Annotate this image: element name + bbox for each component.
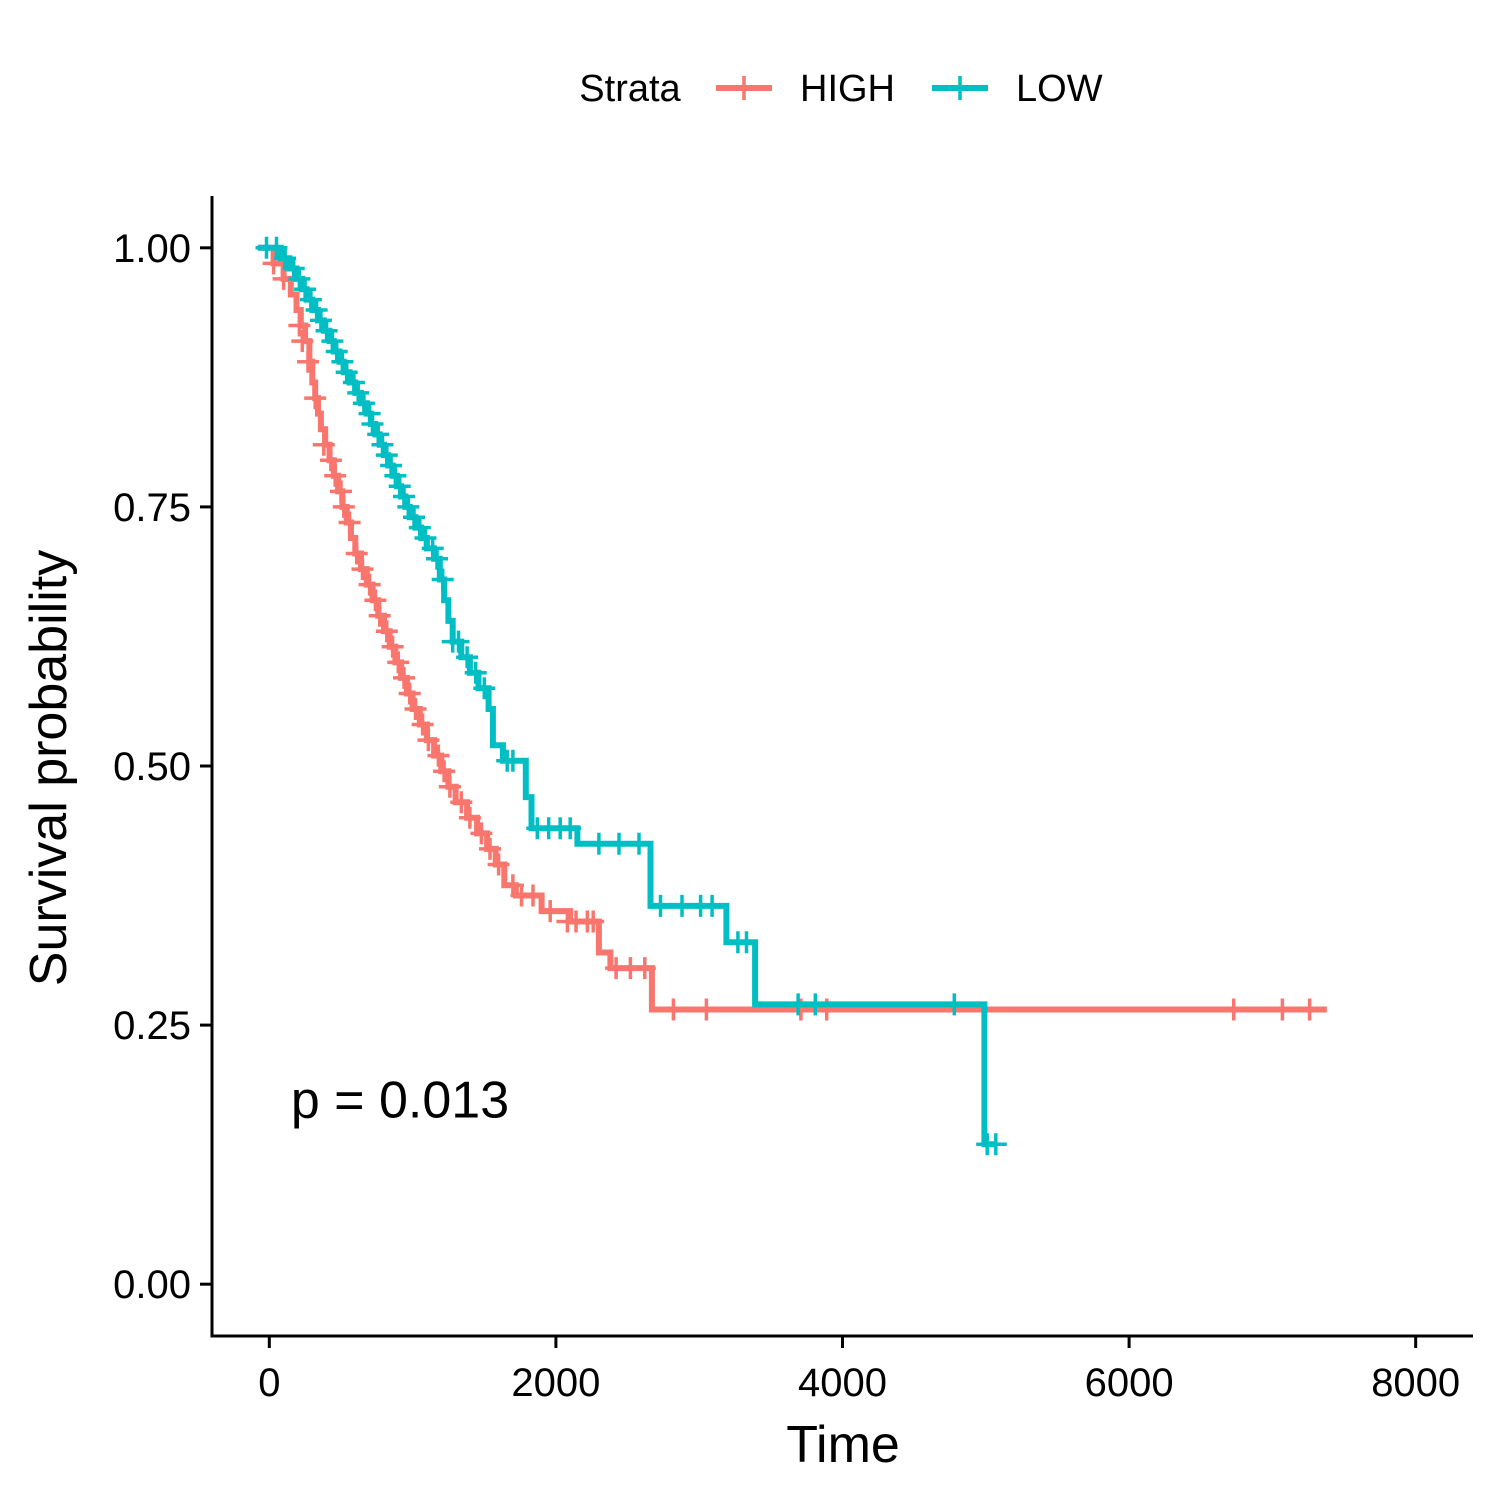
censor-mark-high — [387, 651, 410, 674]
x-tick-label: 4000 — [798, 1361, 887, 1405]
x-tick-label: 6000 — [1085, 1361, 1174, 1405]
censor-mark-low — [559, 817, 582, 840]
censor-mark-high — [381, 635, 404, 658]
y-tick-label: 0.75 — [113, 486, 191, 530]
censor-mark-high — [427, 744, 450, 767]
censor-mark-low — [421, 537, 444, 560]
censor-mark-low — [358, 402, 381, 425]
censor-mark-low — [426, 547, 448, 570]
censor-mark-low — [671, 894, 693, 917]
censor-mark-low — [447, 630, 470, 653]
legend-item-high: HIGH — [716, 68, 895, 110]
legend-title: Strata — [579, 68, 681, 110]
censor-mark-low — [608, 832, 630, 855]
censor-mark-low — [456, 646, 479, 669]
censor-mark-low — [388, 475, 411, 498]
censor-mark-low — [371, 433, 394, 456]
censor-mark-high — [479, 837, 501, 860]
censor-mark-low — [649, 894, 672, 917]
censor-mark-high — [433, 760, 456, 783]
legend-label-high: HIGH — [800, 68, 895, 110]
censor-mark-high — [364, 589, 387, 612]
censor-mark-high — [539, 900, 562, 923]
censor-mark-high — [345, 542, 368, 565]
censor-mark-low — [431, 568, 454, 591]
y-tick-label: 0.00 — [113, 1263, 191, 1307]
censor-mark-high — [487, 853, 510, 876]
censor-mark-low — [804, 993, 827, 1016]
censor-mark-high — [319, 449, 342, 472]
censor-mark-high — [633, 957, 656, 980]
censor-mark-high — [297, 350, 319, 373]
censor-mark-high — [288, 314, 311, 337]
censor-mark-high — [450, 791, 473, 814]
legend-label-low: LOW — [1016, 68, 1103, 110]
censor-mark-high — [393, 666, 415, 689]
censor-mark-high — [358, 573, 381, 596]
censor-mark-high — [304, 387, 327, 410]
y-tick-label: 1.00 — [113, 227, 191, 271]
censor-mark-low — [501, 749, 524, 772]
censor-mark-high — [398, 682, 421, 705]
censor-mark-low — [628, 832, 650, 855]
series-low — [255, 236, 1007, 1156]
censor-mark-high — [324, 464, 347, 487]
censor-mark-high — [375, 620, 398, 643]
p-value-annotation: p = 0.013 — [291, 1072, 509, 1130]
censor-mark-low — [464, 661, 487, 684]
censor-mark-high — [351, 558, 374, 581]
censor-mark-low — [305, 299, 328, 321]
censor-mark-low — [380, 454, 403, 477]
censor-mark-high — [695, 998, 718, 1021]
censor-mark-high — [458, 806, 481, 829]
series-layer — [255, 236, 1327, 1156]
censor-mark-high — [338, 511, 361, 534]
legend-item-low: LOW — [932, 68, 1103, 110]
censor-mark-high — [332, 495, 355, 518]
censor-mark-low — [587, 832, 610, 855]
x-tick-label: 8000 — [1371, 1361, 1460, 1405]
censor-mark-high — [1271, 998, 1294, 1021]
censor-mark-high — [262, 252, 285, 275]
y-axis-title: Survival probability — [20, 550, 78, 986]
x-axis-title: Time — [786, 1416, 900, 1474]
censor-mark-low — [473, 677, 496, 700]
censor-mark-high — [312, 433, 335, 456]
censor-mark-low — [384, 464, 407, 487]
censor-mark-high — [330, 480, 352, 503]
censor-mark-high — [522, 884, 544, 907]
legend: Strata HIGH LOW — [579, 68, 1102, 110]
x-tick-label: 2000 — [511, 1361, 600, 1405]
axes: 0 2000 4000 6000 8000 0.00 0.25 0.50 0.75 1.00 — [113, 196, 1473, 1405]
survival-curve-high — [257, 244, 1327, 1013]
censor-mark-low — [342, 371, 365, 394]
censor-mark-low — [321, 330, 344, 353]
censor-mark-high — [404, 698, 427, 720]
censor-mark-low — [367, 423, 390, 446]
censor-mark-high — [470, 822, 493, 845]
censor-mark-low — [735, 931, 758, 954]
y-tick-label: 0.25 — [113, 1004, 191, 1048]
censor-mark-high — [438, 775, 461, 798]
censor-mark-low — [984, 1133, 1007, 1156]
censor-mark-low — [393, 485, 415, 508]
censor-mark-high — [1222, 998, 1245, 1021]
censor-mark-high — [662, 998, 685, 1021]
censor-mark-low — [375, 444, 398, 467]
censor-mark-high — [411, 713, 434, 736]
y-tick-label: 0.50 — [113, 745, 191, 789]
censor-mark-high — [417, 729, 440, 752]
censor-mark-high — [291, 330, 314, 353]
censor-mark-low — [701, 894, 724, 917]
series-high — [257, 244, 1327, 1021]
censor-mark-low — [331, 350, 354, 373]
censor-mark-low — [943, 993, 966, 1016]
censor-mark-high — [368, 604, 391, 627]
x-tick-label: 0 — [258, 1361, 280, 1405]
censor-mark-high — [582, 910, 605, 933]
censor-mark-high — [1298, 998, 1321, 1021]
